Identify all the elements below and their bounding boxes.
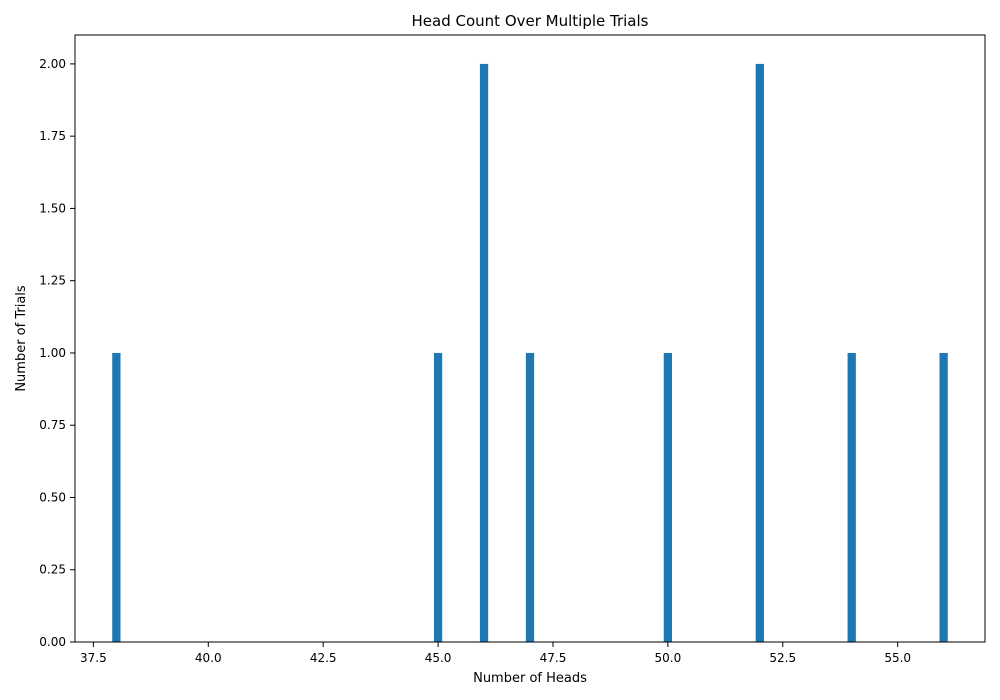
y-tick-label: 2.00 (39, 57, 66, 71)
y-tick-label: 0.50 (39, 490, 66, 504)
y-tick-label: 1.75 (39, 129, 66, 143)
y-axis-label: Number of Trials (14, 285, 29, 392)
y-tick-label: 0.25 (39, 563, 66, 577)
x-tick-label: 37.5 (80, 651, 107, 665)
y-tick-label: 1.50 (39, 201, 66, 215)
chart-title: Head Count Over Multiple Trials (412, 12, 649, 30)
y-axis-ticks: 0.00 0.25 0.50 0.75 1.00 1.25 1.50 1.75 2.00 (39, 57, 75, 649)
plot-frame (74, 34, 986, 643)
y-tick-label: 1.25 (39, 274, 66, 288)
bar-54 (847, 352, 856, 642)
x-tick-label: 47.5 (540, 651, 567, 665)
bars-layer (112, 63, 948, 642)
y-tick-label: 0.75 (39, 418, 66, 432)
bar-56 (939, 352, 948, 642)
x-axis-label: Number of Heads (473, 671, 587, 686)
y-tick-label: 1.00 (39, 346, 66, 360)
bar-46 (479, 63, 489, 642)
x-axis-ticks: 37.5 40.0 42.5 45.0 47.5 50.0 52.5 55.0 (80, 642, 911, 665)
x-tick-label: 45.0 (425, 651, 452, 665)
x-tick-label: 42.5 (310, 651, 337, 665)
y-tick-label: 0.00 (39, 635, 66, 649)
bar-45 (433, 352, 443, 642)
bar-47 (525, 352, 535, 642)
bar-52 (755, 63, 764, 642)
x-tick-label: 55.0 (884, 651, 911, 665)
bar-50 (663, 352, 673, 642)
bar-38 (112, 352, 121, 642)
x-tick-label: 50.0 (655, 651, 682, 665)
x-tick-label: 52.5 (769, 651, 796, 665)
x-tick-label: 40.0 (195, 651, 222, 665)
